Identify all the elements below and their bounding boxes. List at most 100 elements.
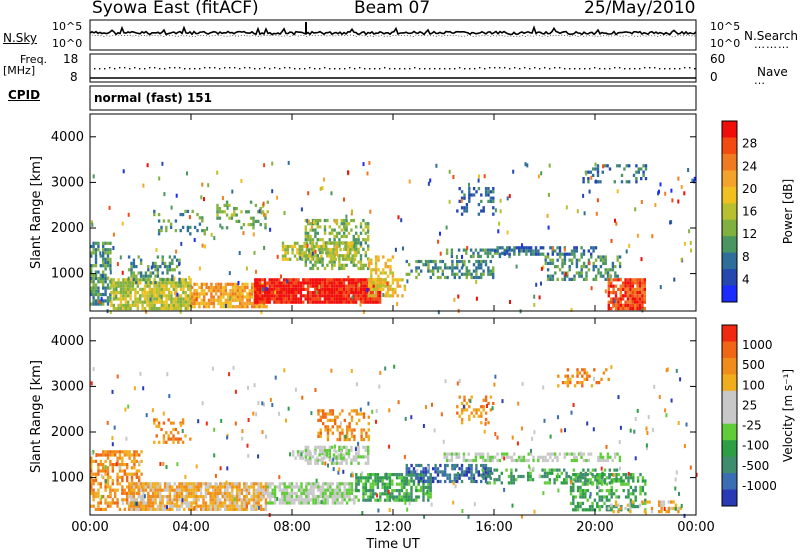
echo-cell	[238, 251, 241, 255]
echo-cell	[210, 282, 213, 286]
echo-cell	[367, 434, 370, 438]
echo-cell	[136, 297, 139, 301]
echo-cell	[587, 249, 590, 253]
echo-cell	[183, 495, 186, 499]
echo-cell	[306, 284, 310, 288]
echo-cell	[261, 401, 264, 406]
echo-cell	[352, 278, 355, 282]
echo-cell	[549, 452, 552, 456]
echo-cell	[387, 489, 390, 494]
echo-cell	[304, 445, 307, 449]
echo-cell	[340, 291, 343, 295]
echo-cell	[495, 478, 499, 482]
echo-cell	[493, 481, 496, 485]
echo-cell	[458, 476, 461, 480]
echo-cell	[263, 300, 267, 304]
echo-cell	[90, 466, 93, 470]
echo-cell	[335, 234, 339, 239]
echo-cell	[94, 283, 98, 287]
echo-cell	[376, 294, 379, 298]
echo-cell	[236, 305, 239, 309]
echo-cell	[340, 297, 343, 301]
echo-cell	[422, 498, 425, 502]
echo-cell	[605, 505, 609, 509]
echo-cell	[589, 170, 592, 174]
echo-cell	[119, 284, 123, 288]
echo-cell	[362, 300, 365, 304]
echo-cell	[359, 266, 363, 271]
echo-cell	[278, 284, 281, 288]
echo-cell	[281, 248, 285, 252]
echo-cell	[472, 275, 476, 280]
echo-cell	[532, 455, 535, 459]
echo-cell	[142, 507, 145, 511]
echo-cell	[214, 491, 217, 495]
echo-cell	[261, 287, 264, 292]
echo-cell	[482, 272, 485, 276]
echo-cell	[592, 427, 595, 432]
echo-cell	[257, 495, 260, 499]
echo-cell	[308, 450, 312, 454]
echo-cell	[611, 261, 615, 265]
echo-cell	[309, 485, 313, 489]
echo-cell	[355, 244, 358, 248]
echo-cell	[287, 281, 291, 285]
echo-cell	[364, 278, 367, 282]
echo-cell	[486, 254, 490, 259]
echo-cell	[336, 485, 339, 489]
echo-cell	[540, 281, 542, 286]
echo-cell	[369, 473, 372, 477]
echo-cell	[582, 468, 585, 472]
echo-cell	[314, 260, 317, 264]
echo-cell	[180, 504, 184, 508]
echo-cell	[99, 507, 102, 511]
echo-cell	[460, 473, 464, 477]
echo-cell	[181, 225, 185, 229]
echo-cell	[234, 282, 237, 286]
echo-cell	[468, 187, 471, 191]
echo-cell	[252, 488, 256, 492]
echo-cell	[219, 507, 222, 511]
echo-cell	[615, 468, 619, 472]
echo-cell	[472, 251, 475, 255]
echo-cell	[264, 216, 267, 220]
echo-cell	[163, 192, 166, 197]
echo-cell	[556, 472, 559, 477]
echo-cell	[317, 482, 320, 486]
echo-cell	[484, 470, 488, 474]
echo-cell	[315, 241, 318, 245]
echo-cell	[344, 244, 347, 249]
echo-cell	[359, 479, 363, 483]
echo-cell	[660, 500, 663, 504]
echo-cell	[607, 294, 610, 298]
echo-cell	[158, 297, 161, 301]
echo-cell	[338, 284, 341, 288]
echo-cell	[679, 377, 682, 382]
echo-cell	[129, 294, 132, 298]
echo-cell	[450, 455, 454, 459]
echo-cell	[165, 225, 168, 229]
echo-cell	[460, 206, 464, 210]
echo-cell	[460, 198, 463, 203]
echo-cell	[314, 249, 317, 254]
echo-cell	[104, 453, 107, 457]
echo-cell	[544, 261, 547, 265]
echo-cell	[658, 395, 661, 399]
echo-cell	[520, 458, 523, 463]
echo-cell	[439, 470, 442, 474]
echo-cell	[179, 297, 183, 301]
echo-cell	[319, 186, 322, 191]
echo-cell	[453, 272, 456, 276]
echo-cell	[546, 274, 550, 278]
echo-cell	[611, 458, 614, 463]
echo-cell	[637, 170, 640, 174]
echo-cell	[460, 212, 464, 216]
echo-cell	[570, 410, 573, 415]
echo-cell	[566, 374, 570, 378]
echo-cell	[377, 268, 380, 272]
echo-cell	[412, 470, 416, 474]
echo-cell	[475, 266, 478, 270]
echo-cell	[460, 470, 464, 474]
echo-cell	[94, 292, 98, 297]
echo-cell	[603, 501, 606, 505]
